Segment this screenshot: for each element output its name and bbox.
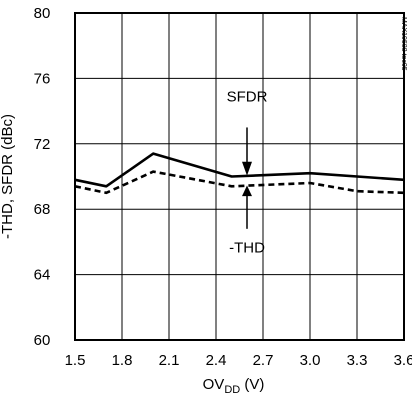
- annotations: SFDR -THD: [227, 88, 268, 256]
- series-line-sfdr: [74, 152, 405, 188]
- series-line-thd: [74, 170, 405, 195]
- y-tick-label: 60: [34, 332, 51, 349]
- x-tick-label: 1.5: [65, 352, 86, 369]
- plot-frame: [74, 12, 405, 341]
- x-tick-label: 2.7: [253, 352, 274, 369]
- x-axis-title-main: OV: [203, 376, 225, 393]
- figure-watermark: MAX19588 toc05: [400, 17, 407, 71]
- x-tick-label: 3.6: [394, 352, 412, 369]
- y-tick-label: 72: [34, 136, 51, 153]
- thd-arrowhead: [242, 185, 252, 197]
- x-tick-label: 1.8: [112, 352, 133, 369]
- x-tick-label: 2.4: [206, 352, 227, 369]
- x-tick-label: 2.1: [159, 352, 180, 369]
- x-axis-title-subscript: DD: [224, 384, 240, 396]
- sfdr-annotation-label: SFDR: [227, 88, 268, 105]
- y-tick-label: 68: [34, 201, 51, 218]
- tick-labels: 1.5 1.8 2.1 2.4 2.7 3.0 3.3 3.6 60 64 68 72 76 80: [34, 5, 412, 369]
- thd-annotation-label: -THD: [229, 240, 265, 257]
- x-axis-title: OVDD (V): [203, 376, 265, 396]
- x-tick-label: 3.0: [300, 352, 321, 369]
- x-axis-title-unit: (V): [240, 376, 264, 393]
- y-tick-label: 76: [34, 70, 51, 87]
- y-tick-label: 64: [34, 267, 51, 284]
- y-axis-title: -THD, SFDR (dBc): [0, 114, 16, 239]
- x-tick-label: 3.3: [347, 352, 368, 369]
- y-tick-label: 80: [34, 5, 51, 22]
- series-lines: [74, 152, 405, 195]
- sfdr-arrowhead: [242, 161, 252, 176]
